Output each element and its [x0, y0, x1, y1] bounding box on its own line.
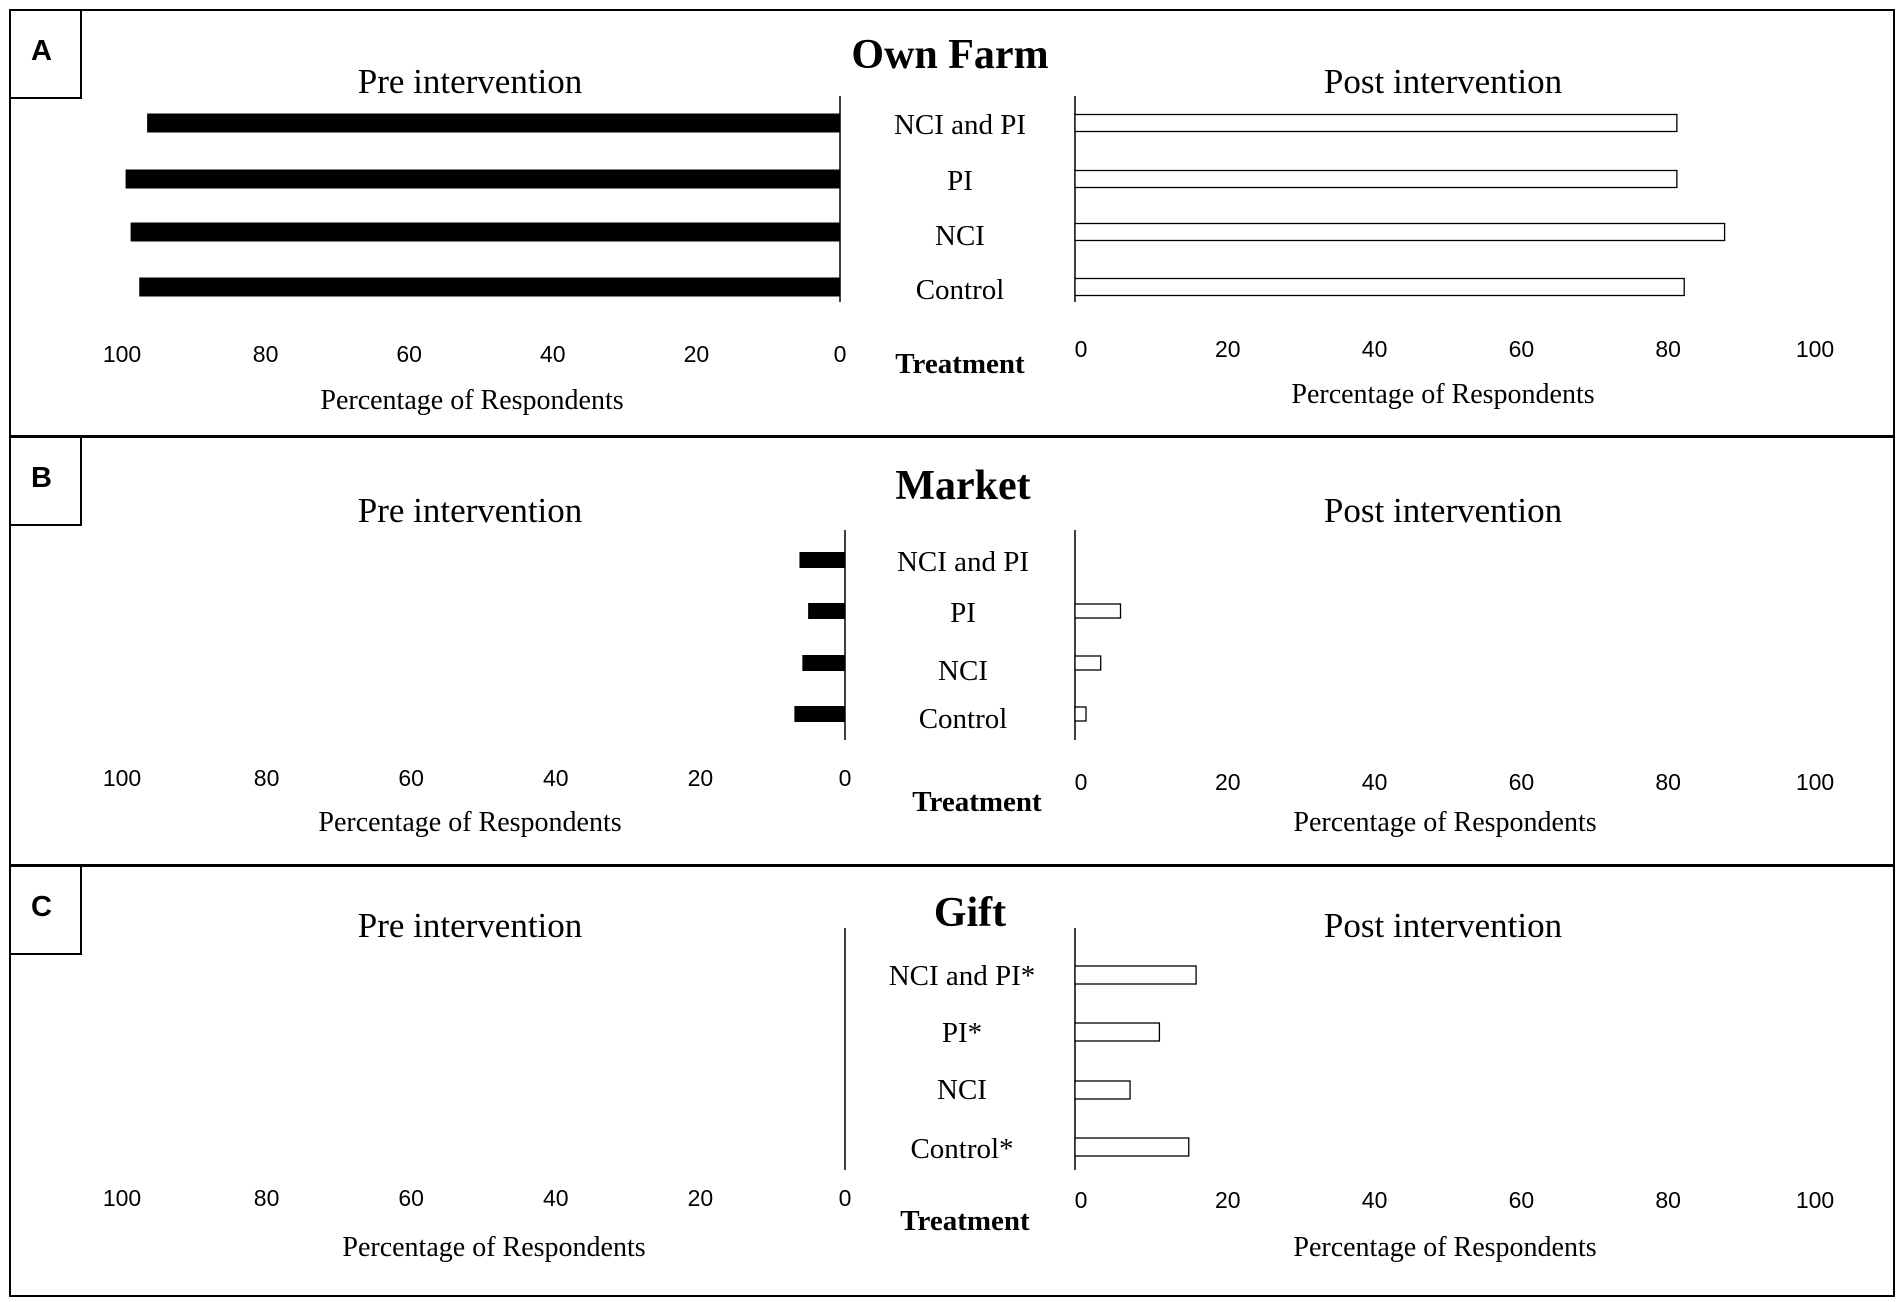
post-bar: [1074, 169, 1678, 189]
panel-label-box: A: [11, 11, 82, 99]
post-bar: [1074, 113, 1678, 133]
post-tick-label: 40: [1362, 336, 1388, 362]
post-tick-label: 60: [1509, 769, 1535, 795]
post-tick-label: 20: [1215, 336, 1241, 362]
category-label: NCI: [938, 655, 988, 687]
pre-intervention-subtitle: Pre intervention: [358, 491, 583, 530]
pre-x-axis-label: Percentage of Respondents: [320, 385, 623, 416]
panel-A-chart: Own Farm Pre intervention Post interventio…: [103, 32, 1834, 416]
pre-tick-label: 0: [834, 341, 847, 367]
panel-label-box: B: [11, 438, 82, 526]
category-label: NCI and PI: [897, 546, 1029, 578]
pre-bar: [130, 222, 841, 242]
post-x-axis-label: Percentage of Respondents: [1293, 807, 1596, 838]
pre-tick-label: 0: [839, 1185, 852, 1211]
pre-tick-label: 40: [543, 1185, 569, 1211]
pre-tick-label: 20: [688, 1185, 714, 1211]
category-label: NCI: [937, 1074, 987, 1106]
post-tick-label: 0: [1075, 769, 1088, 795]
category-label: NCI and PI: [894, 109, 1026, 141]
post-bar: [1074, 965, 1197, 985]
treatment-label: Treatment: [895, 348, 1025, 380]
post-tick-label: 60: [1509, 336, 1535, 362]
panel-label: B: [31, 462, 52, 494]
post-tick-label: 100: [1796, 1187, 1834, 1213]
category-label: Control: [916, 274, 1005, 306]
pre-tick-label: 80: [254, 765, 280, 791]
pre-tick-label: 60: [398, 765, 424, 791]
chart-title: Own Farm: [851, 32, 1048, 78]
pre-tick-label: 20: [688, 765, 714, 791]
post-intervention-subtitle: Post intervention: [1324, 62, 1562, 101]
pre-tick-label: 40: [543, 765, 569, 791]
post-tick-label: 0: [1075, 336, 1088, 362]
post-tick-label: 80: [1655, 1187, 1681, 1213]
treatment-label: Treatment: [900, 1205, 1030, 1237]
pre-x-axis-label: Percentage of Respondents: [318, 807, 621, 838]
category-label: PI: [947, 165, 973, 197]
post-bar: [1074, 1022, 1161, 1042]
post-bar: [1074, 655, 1102, 671]
pre-tick-label: 80: [253, 341, 279, 367]
post-tick-label: 60: [1509, 1187, 1535, 1213]
post-tick-label: 100: [1796, 336, 1834, 362]
category-label: PI: [950, 597, 976, 629]
category-label: PI*: [942, 1017, 982, 1049]
post-x-axis-label: Percentage of Respondents: [1291, 379, 1594, 410]
pre-bar: [808, 603, 845, 619]
pre-tick-label: 100: [103, 1185, 141, 1211]
post-bar: [1074, 1137, 1190, 1157]
pre-x-axis-label: Percentage of Respondents: [342, 1232, 645, 1263]
panel-label: A: [31, 35, 52, 67]
pre-tick-label: 60: [396, 341, 422, 367]
post-tick-label: 100: [1796, 769, 1834, 795]
chart-title: Market: [895, 463, 1030, 509]
post-bar: [1074, 1080, 1131, 1100]
post-intervention-subtitle: Post intervention: [1324, 906, 1562, 945]
pre-bar: [139, 277, 840, 297]
post-tick-label: 20: [1215, 1187, 1241, 1213]
pre-intervention-subtitle: Pre intervention: [358, 62, 583, 101]
pre-bar: [125, 169, 841, 189]
panel-B: B: [9, 436, 1895, 866]
category-label: NCI and PI*: [889, 960, 1036, 992]
pre-tick-label: 0: [839, 765, 852, 791]
post-tick-label: 40: [1362, 769, 1388, 795]
pre-bar: [794, 706, 845, 722]
pre-intervention-subtitle: Pre intervention: [358, 906, 583, 945]
pre-tick-label: 100: [103, 341, 141, 367]
post-tick-label: 80: [1655, 769, 1681, 795]
post-bar: [1074, 222, 1726, 242]
post-bar: [1074, 603, 1122, 619]
post-bar: [1074, 277, 1685, 297]
pre-tick-label: 100: [103, 765, 141, 791]
post-intervention-subtitle: Post intervention: [1324, 491, 1562, 530]
post-tick-label: 20: [1215, 769, 1241, 795]
category-label: NCI: [935, 220, 985, 252]
pre-tick-label: 60: [398, 1185, 424, 1211]
post-tick-label: 0: [1075, 1187, 1088, 1213]
post-bar: [1074, 706, 1087, 722]
post-tick-label: 80: [1655, 336, 1681, 362]
post-tick-label: 40: [1362, 1187, 1388, 1213]
pre-bar: [799, 552, 845, 568]
treatment-label: Treatment: [912, 786, 1042, 818]
pre-bar: [147, 113, 840, 133]
panel-label-box: C: [11, 867, 82, 955]
chart-title: Gift: [934, 890, 1006, 936]
category-label: Control*: [910, 1133, 1013, 1165]
pre-tick-label: 20: [684, 341, 710, 367]
pre-tick-label: 40: [540, 341, 566, 367]
category-label: Control: [919, 703, 1008, 735]
pre-bar: [802, 655, 845, 671]
pre-tick-label: 80: [254, 1185, 280, 1211]
panel-label: C: [31, 891, 52, 923]
panel-C: C: [9, 865, 1895, 1297]
panel-B-chart: Market Pre intervention Post intervention N…: [103, 463, 1834, 838]
panel-C-chart: Gift Pre intervention Post intervention NCI…: [103, 890, 1834, 1263]
post-x-axis-label: Percentage of Respondents: [1293, 1232, 1596, 1263]
